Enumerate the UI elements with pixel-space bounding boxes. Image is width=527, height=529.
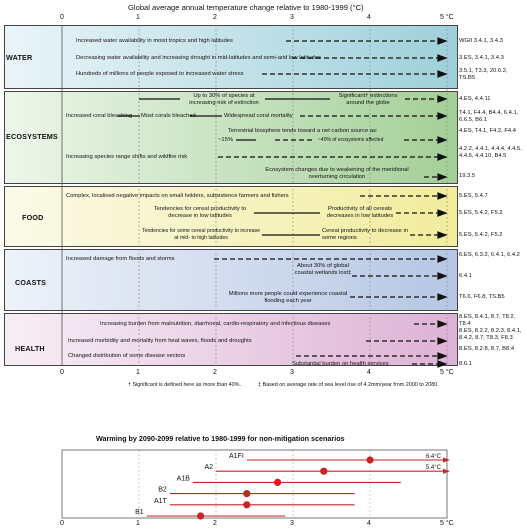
reference: 4.ES, T4.1, F4.2, F4.4 (459, 128, 516, 134)
top-bottom-tick-0: 0 (60, 369, 64, 376)
scenario-best-estimate-marker (243, 501, 251, 509)
scenario-name-label: A2 (204, 464, 213, 471)
impact-text: Increasing burden from malnutrition, dia… (100, 321, 331, 327)
impact-text: Millions more people could experience co… (228, 291, 348, 304)
scenario-best-estimate-marker (366, 456, 374, 464)
scenario-best-estimate-marker (274, 478, 282, 486)
scenario-name-label: A1FI (229, 453, 244, 460)
impact-text: Complex, localised negative impacts on s… (66, 193, 289, 199)
reference: 3.5.1, T3.3, 20.6.2, TS.B5 (459, 68, 508, 81)
sector-label-health: HEALTH (15, 344, 45, 353)
reference: 8.ES, 8.2.2, 8.2.3, 8.4.1, 8.4.2, 8.7, T… (459, 328, 522, 341)
impact-text: Decreasing water availability and increa… (76, 55, 321, 61)
impact-text: Increasing species range shifts and wild… (66, 154, 188, 160)
top-bottom-tick-5: 5 °C (440, 369, 454, 376)
impact-text: Terrestrial biosphere tends toward a net… (228, 128, 378, 134)
scenario-best-estimate-marker (197, 512, 205, 520)
impact-text: ~40% of ecosystems affected (318, 137, 384, 143)
impact-text: Increased damage from floods and storms (66, 256, 175, 262)
impact-text: Increased morbidity and mortality from h… (68, 338, 252, 344)
top-tick-0: 0 (60, 14, 64, 21)
impact-text: Tendencies for some cereal productivity … (142, 228, 260, 241)
reference: 6.ES, 6.3.2, 6.4.1, 6.4.2 (459, 252, 520, 258)
footnote-dagger: † Significant is defined here as more th… (128, 382, 241, 388)
scenario-arrow (443, 457, 450, 463)
reference: 5.ES, 5.4.7 (459, 193, 488, 199)
scenario-frame (61, 449, 448, 519)
scenario-upper-label: 5.4°C (426, 465, 442, 471)
bottom-tick-3: 3 (290, 520, 294, 527)
bottom-tick-0: 0 (60, 520, 64, 527)
scenario-name-label: A1T (154, 498, 168, 505)
sector-label-coasts: COASTS (15, 278, 47, 287)
reference: 5.ES, 5.4.2, F5.2 (459, 232, 503, 238)
sector-label-food: FOOD (22, 213, 44, 222)
scenario-upper-label: 6.4°C (426, 454, 442, 460)
reference: WGII 3.4.1, 3.4.3 (459, 38, 503, 44)
reference: T6.6, F6.8, TS.B5 (459, 294, 505, 300)
top-tick-3: 3 (290, 14, 294, 21)
bottom-tick-2: 2 (213, 520, 217, 527)
scenario-arrow (443, 468, 450, 474)
reference: 5.ES, 5.4.2, F5.2 (459, 210, 503, 216)
top-bottom-tick-3: 3 (290, 369, 294, 376)
impact-text: Substantial burden on health services (292, 361, 389, 367)
top-tick-4: 4 (367, 14, 371, 21)
reference: T4.1, F4.4, B4.4, 6.4.1, 6.6.5, B6.1 (459, 110, 519, 123)
impact-text: Widespread coral mortality (224, 113, 293, 119)
impact-text: Increased water availability in moist tr… (76, 38, 233, 44)
scenario-chart: A1FI 6.4°C A2 5.4°C A1B B2 A1T B1 (61, 449, 450, 520)
impact-text: Tendencies for cereal productivity to de… (153, 206, 247, 219)
impact-text: Increased coral bleaching (66, 113, 133, 119)
top-bottom-tick-2: 2 (213, 369, 217, 376)
reference: 3.ES, 3.4.1, 3.4.3 (459, 55, 504, 61)
sector-label-ecosystems: ECOSYSTEMS (6, 132, 58, 141)
reference: 6.4.1 (459, 273, 472, 279)
reference: 4.2.2, 4.4.1, 4.4.4, 4.4.5, 4.4.6, 4.4.1… (459, 146, 522, 159)
scenario-best-estimate-marker (320, 467, 328, 475)
bottom-tick-5: 5 °C (440, 520, 454, 527)
scenario-best-estimate-marker (243, 490, 251, 498)
top-bottom-tick-1: 1 (136, 369, 140, 376)
top-grid (61, 25, 448, 368)
bottom-tick-1: 1 (136, 520, 140, 527)
impact-text: Changed distribution of some disease vec… (68, 353, 186, 359)
impact-text: Significant† extinctions around the glob… (338, 93, 398, 106)
reference: 4.ES, 4.4.11 (459, 96, 491, 102)
footnote-ddagger: ‡ Based on average rate of sea level ris… (258, 382, 439, 388)
scenario-name-label: B2 (158, 487, 167, 494)
reference: 8.6.1 (459, 361, 472, 367)
reference: 19.3.5 (459, 173, 476, 179)
scenario-name-label: A1B (177, 475, 191, 482)
top-tick-2: 2 (213, 14, 217, 21)
impact-text: Ecosystem changes due to weakening of th… (265, 167, 409, 180)
reference: 8.ES, 8.4.1, 8.7, T8.2, T8.4 (459, 314, 516, 327)
sector-ecosystems (4, 91, 458, 184)
impact-text: ~15% (218, 137, 233, 143)
impact-text: Hundreds of millions of people exposed t… (76, 71, 244, 77)
sector-label-water: WATER (6, 53, 33, 62)
impact-text: Up to 30% of species at increasing risk … (189, 93, 259, 106)
top-tick-1: 1 (136, 14, 140, 21)
sector-water (4, 25, 458, 89)
scenario-name-label: B1 (135, 509, 144, 516)
sector-food (4, 186, 458, 247)
scenario-title: Warming by 2090-2099 relative to 1980-19… (96, 434, 345, 443)
impact-text: About 30% of global coastal wetlands los… (294, 263, 352, 276)
bottom-tick-4: 4 (367, 520, 371, 527)
impact-text: Productivity of all cereals decreases in… (326, 206, 394, 219)
sector-health (4, 313, 458, 366)
impact-text: Most corals bleached (141, 113, 196, 119)
top-bottom-tick-4: 4 (367, 369, 371, 376)
top-title: Global average annual temperature change… (128, 3, 364, 12)
reference: 8.ES, 8.2.8, 8.7, B8.4 (459, 346, 515, 352)
top-tick-5: 5 °C (440, 14, 454, 21)
impact-text: Cereal productivity to decrease in some … (322, 228, 409, 241)
